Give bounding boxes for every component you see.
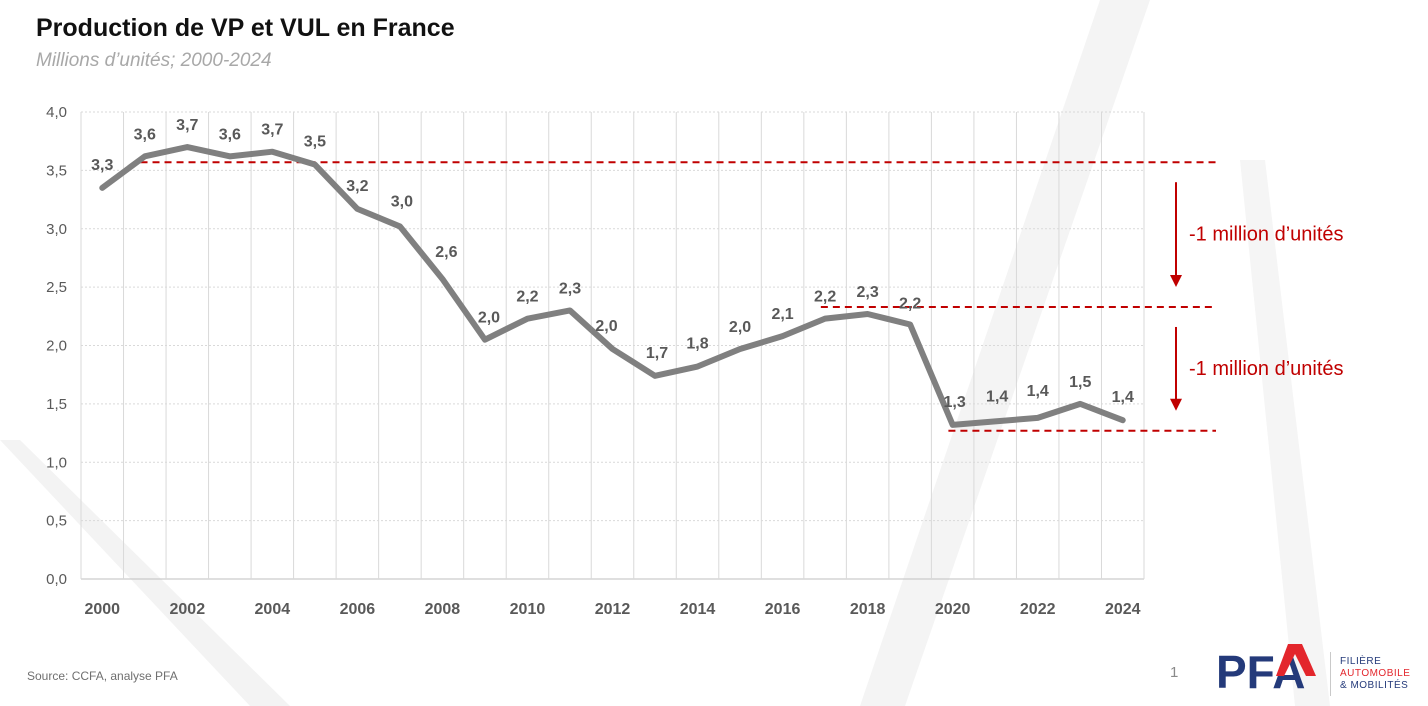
data-label: 2,6 [435, 244, 457, 261]
data-label: 2,2 [516, 289, 538, 306]
data-point [1120, 418, 1125, 423]
data-label: 2,2 [899, 295, 921, 312]
data-point [610, 347, 615, 352]
y-tick-label: 0,5 [46, 513, 67, 530]
data-point [270, 149, 275, 154]
data-point [482, 337, 487, 342]
y-tick-label: 2,0 [46, 338, 67, 355]
data-point [100, 185, 105, 190]
data-point [653, 373, 658, 378]
data-label: 3,6 [219, 126, 241, 143]
x-tick-label: 2012 [595, 601, 631, 618]
data-label: 1,5 [1069, 374, 1091, 391]
y-tick-label: 1,0 [46, 454, 67, 471]
annotation-text: -1 million d’unités [1189, 224, 1344, 246]
data-point [525, 316, 530, 321]
data-point [355, 206, 360, 211]
annotation-arrow-head [1170, 398, 1182, 411]
source-note: Source: CCFA, analyse PFA [27, 669, 178, 683]
data-label: 3,2 [346, 178, 368, 195]
data-label: 2,1 [771, 306, 793, 323]
data-label: 3,7 [261, 122, 283, 139]
logo-line-3: & MOBILITÉS [1340, 680, 1409, 691]
data-label: 3,7 [176, 117, 198, 134]
data-point [567, 308, 572, 313]
x-tick-label: 2006 [340, 601, 376, 618]
data-point [1035, 415, 1040, 420]
x-tick-label: 2016 [765, 601, 801, 618]
y-tick-label: 3,5 [46, 162, 67, 179]
data-point [312, 162, 317, 167]
x-tick-label: 2020 [935, 601, 971, 618]
data-label: 1,4 [986, 388, 1008, 405]
x-tick-label: 2010 [510, 601, 546, 618]
logo-line-2: AUTOMOBILE [1340, 668, 1411, 679]
data-label: 1,7 [646, 345, 668, 362]
pfa-logo: PFA [1216, 644, 1316, 696]
data-point [823, 316, 828, 321]
data-label: 2,0 [729, 319, 751, 336]
data-point [908, 322, 913, 327]
y-tick-label: 2,5 [46, 279, 67, 296]
x-tick-label: 2000 [84, 601, 120, 618]
x-tick-label: 2002 [170, 601, 206, 618]
data-point [695, 364, 700, 369]
logo-line-1: FILIÈRE [1340, 656, 1382, 667]
y-tick-label: 4,0 [46, 104, 67, 121]
data-point [185, 145, 190, 150]
data-point [397, 224, 402, 229]
annotation-text: -1 million d’unités [1189, 358, 1344, 380]
data-label: 2,0 [478, 310, 500, 327]
logo-tagline: FILIÈRE AUTOMOBILE & MOBILITÉS [1340, 656, 1410, 692]
data-label: 3,3 [91, 157, 113, 174]
logo-divider [1330, 652, 1331, 696]
data-point [865, 311, 870, 316]
data-label: 2,0 [595, 318, 617, 335]
data-label: 1,4 [1112, 389, 1134, 406]
data-point [993, 419, 998, 424]
chart-subtitle: Millions d’unités; 2000-2024 [36, 50, 272, 71]
annotation-arrow-head [1170, 274, 1182, 287]
data-label: 3,5 [304, 134, 326, 151]
data-point [738, 347, 743, 352]
data-point [440, 276, 445, 281]
series-line [99, 144, 1126, 428]
x-tick-label: 2018 [850, 601, 886, 618]
x-tick-label: 2022 [1020, 601, 1056, 618]
y-tick-label: 1,5 [46, 396, 67, 413]
data-point [142, 154, 147, 159]
data-label: 1,3 [944, 394, 966, 411]
x-tick-label: 2008 [425, 601, 461, 618]
chart-title: Production de VP et VUL en France [36, 14, 455, 42]
x-tick-label: 2014 [680, 601, 716, 618]
data-point [780, 334, 785, 339]
data-label: 3,0 [391, 193, 413, 210]
data-point [1078, 401, 1083, 406]
data-label: 3,6 [134, 126, 156, 143]
page-number: 1 [1170, 664, 1179, 681]
data-point [227, 154, 232, 159]
data-label: 1,8 [686, 336, 708, 353]
x-tick-label: 2024 [1105, 601, 1141, 618]
data-label: 2,3 [856, 284, 878, 301]
x-tick-label: 2004 [255, 601, 291, 618]
data-label: 2,2 [814, 289, 836, 306]
data-label: 2,3 [559, 280, 581, 297]
y-tick-label: 3,0 [46, 221, 67, 238]
y-tick-label: 0,0 [46, 571, 67, 588]
data-point [950, 422, 955, 427]
data-label: 1,4 [1027, 383, 1049, 400]
